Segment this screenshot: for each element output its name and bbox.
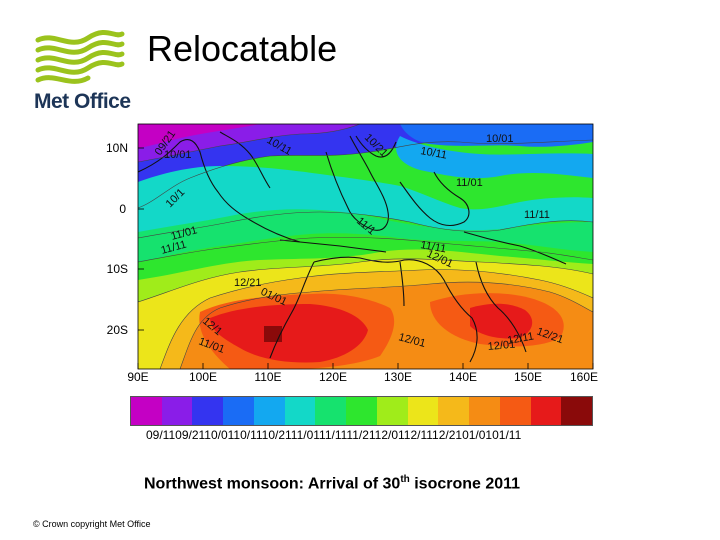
logo-text: Met Office xyxy=(34,90,131,113)
contour-label: 11/11 xyxy=(524,209,550,221)
color-swatch xyxy=(376,397,408,425)
lon-label: 160E xyxy=(570,370,598,384)
met-office-logo: Met Office xyxy=(30,30,131,120)
caption-superscript: th xyxy=(400,474,410,485)
contour-label: 12/21 xyxy=(234,277,262,289)
copyright-notice: © Crown copyright Met Office xyxy=(33,519,151,529)
lon-label: 140E xyxy=(449,370,477,384)
contour-label: 11/11 xyxy=(419,239,447,255)
color-swatch xyxy=(131,397,162,425)
contour-labels: 09/21 10/01 10/11 10/21 10/11 10/01 11/0… xyxy=(153,128,565,356)
lat-label: 0 xyxy=(119,202,126,216)
slide-title: Relocatable xyxy=(147,28,338,69)
color-swatch xyxy=(192,397,224,425)
lon-label: 130E xyxy=(384,370,412,384)
contour-label: 10/01 xyxy=(486,133,514,145)
logo-waves-icon xyxy=(35,30,125,84)
lon-label: 90E xyxy=(127,370,148,384)
color-swatch xyxy=(530,397,562,425)
color-swatch xyxy=(499,397,531,425)
color-swatch xyxy=(315,397,347,425)
contour-label: 11/01 xyxy=(456,177,483,189)
color-legend-bar xyxy=(130,396,593,426)
lon-label: 110E xyxy=(254,370,281,384)
color-swatch xyxy=(438,397,470,425)
color-swatch xyxy=(561,397,593,425)
caption-text-end: isocrone 2011 xyxy=(409,475,521,493)
color-legend-labels: 09/1109/2110/0110/1110/2111/0111/1111/21… xyxy=(146,428,522,442)
contour-label: 12/11 xyxy=(506,330,534,346)
color-swatch xyxy=(253,397,285,425)
color-swatch xyxy=(469,397,500,425)
color-swatch xyxy=(161,397,193,425)
contour-label: 10/11 xyxy=(419,145,447,161)
isochrone-map: 10N 0 10S 20S 90E 100E 110E 120E 130E 14… xyxy=(106,123,598,384)
lat-label: 10S xyxy=(107,262,128,276)
color-swatch xyxy=(346,397,377,425)
color-swatch xyxy=(284,397,316,425)
lon-label: 120E xyxy=(319,370,347,384)
caption-text: Northwest monsoon: Arrival of 30 xyxy=(144,475,401,493)
lat-label: 20S xyxy=(107,323,128,337)
color-swatch xyxy=(223,397,254,425)
figure-caption: Northwest monsoon: Arrival of 30th isocr… xyxy=(144,474,520,493)
lat-label: 10N xyxy=(106,141,128,155)
lon-label: 100E xyxy=(189,370,217,384)
color-swatch xyxy=(407,397,439,425)
contour-label: 12/01 xyxy=(487,339,515,353)
lon-label: 150E xyxy=(514,370,542,384)
filled-contours xyxy=(138,124,593,369)
contour-label: 10/01 xyxy=(164,149,192,161)
